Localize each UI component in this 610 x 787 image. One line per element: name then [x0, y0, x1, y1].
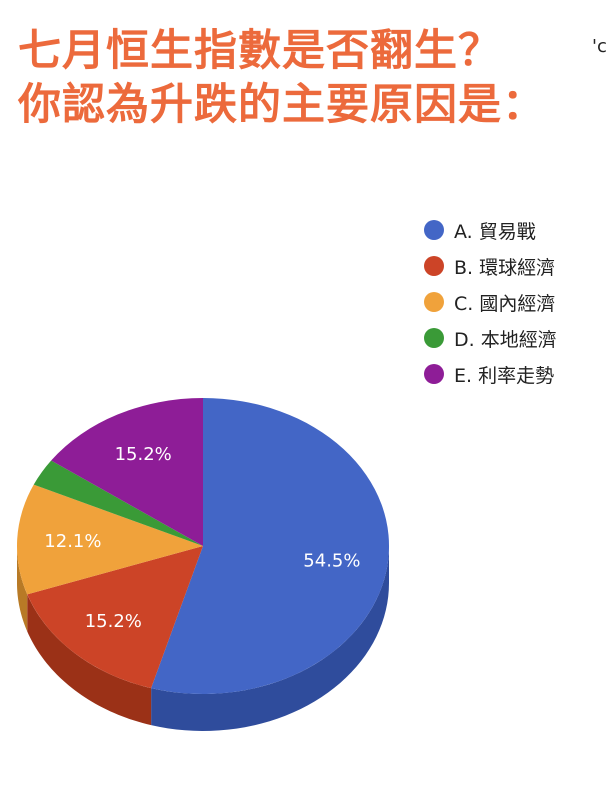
chart-title-line-1: 七月恒生指數是否翻生？ — [18, 26, 502, 76]
legend-item: A. 貿易戰 — [424, 212, 557, 248]
pie-data-label: 54.5% — [303, 551, 360, 572]
legend-swatch — [424, 364, 444, 384]
legend-item: E. 利率走勢 — [424, 356, 557, 392]
corner-mark: 'c — [592, 36, 607, 57]
legend-label: D. 本地經濟 — [454, 328, 557, 351]
legend-item: C. 國內經濟 — [424, 284, 557, 320]
legend-swatch — [424, 256, 444, 276]
chart-title: 七月恒生指數是否翻生？ 你認為升跌的主要原因是： — [18, 24, 598, 132]
legend-item: D. 本地經濟 — [424, 320, 557, 356]
legend-label: C. 國內經濟 — [454, 292, 556, 315]
legend-label: E. 利率走勢 — [454, 364, 555, 387]
pie-slice — [27, 546, 203, 689]
pie-slice — [17, 484, 203, 595]
pie-slice-side — [17, 546, 28, 632]
pie-data-label: 12.1% — [44, 531, 101, 552]
pie-slice — [151, 398, 390, 694]
legend-label: A. 貿易戰 — [454, 220, 536, 243]
pie-sides — [17, 546, 389, 731]
legend-label: B. 環球經濟 — [454, 256, 556, 279]
legend-swatch — [424, 292, 444, 312]
pie-chart: 54.5% 15.2% 12.1% 15.2% — [17, 398, 390, 731]
pie-data-label: 15.2% — [85, 611, 142, 632]
pie-slice-side — [27, 594, 152, 726]
legend-item: B. 環球經濟 — [424, 248, 557, 284]
pie-slice — [51, 398, 203, 546]
chart-legend: A. 貿易戰 B. 環球經濟 C. 國內經濟 D. 本地經濟 E. 利率走勢 — [424, 212, 557, 392]
legend-swatch — [424, 220, 444, 240]
pie-slice — [33, 460, 203, 546]
pie-data-label: 15.2% — [115, 444, 172, 465]
pie-slice-side — [151, 546, 389, 731]
legend-swatch — [424, 328, 444, 348]
chart-title-line-2: 你認為升跌的主要原因是： — [18, 80, 546, 130]
